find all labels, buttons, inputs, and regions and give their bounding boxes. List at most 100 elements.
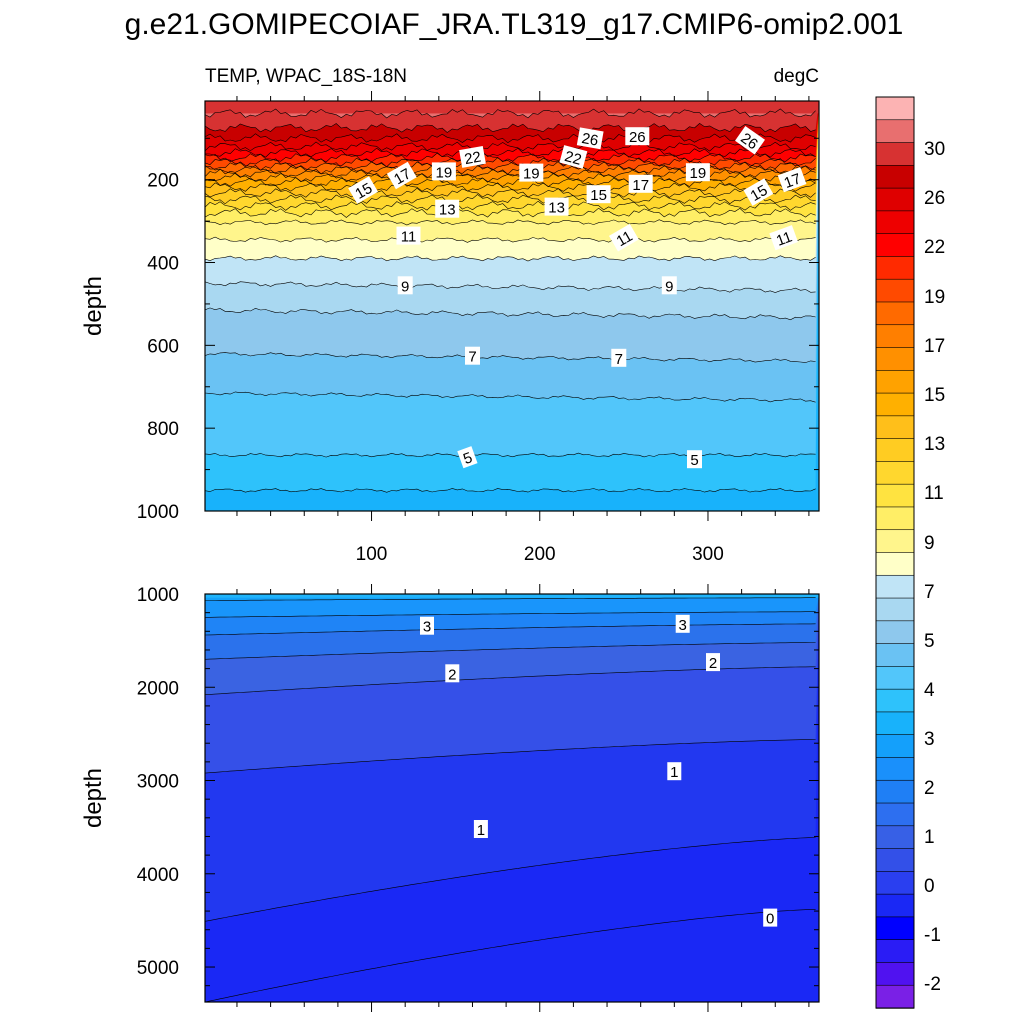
- upper-contour-label: 5: [687, 450, 702, 469]
- upper-ytick-label: 600: [147, 336, 179, 357]
- colorbar-swatch: [875, 233, 915, 258]
- colorbar: 30 26 22 19 17 15 13 11 9 7 5 4 3 2 1 0 -1 -2: [875, 96, 945, 1009]
- colorbar-swatch: [875, 96, 915, 121]
- colorbar-swatch: [875, 779, 915, 804]
- svg-text:26: 26: [629, 129, 646, 146]
- colorbar-swatch: [875, 757, 915, 781]
- colorbar-swatch: [875, 688, 915, 713]
- upper-ylabel: depth: [80, 276, 107, 336]
- colorbar-swatch: [875, 438, 915, 463]
- colorbar-label: 26: [924, 188, 945, 209]
- colorbar-label: 9: [924, 533, 935, 554]
- upper-contour-label: 26: [576, 127, 604, 150]
- upper-xtick-label: 100: [356, 544, 388, 565]
- svg-text:19: 19: [523, 166, 540, 183]
- colorbar-swatch: [875, 962, 915, 986]
- colorbar-label: -1: [924, 925, 941, 946]
- upper-contour-label: 19: [519, 163, 544, 183]
- colorbar-swatch: [875, 142, 915, 167]
- colorbar-swatch: [875, 620, 915, 645]
- upper-contour-line: [205, 177, 816, 188]
- upper-contour-line: [205, 187, 816, 198]
- upper-contour-line: [205, 219, 816, 226]
- colorbar-label: 30: [924, 139, 945, 160]
- lower-contour-label: 1: [667, 762, 682, 781]
- colorbar-label: 22: [924, 237, 945, 258]
- lower-ytick-label: 2000: [137, 678, 179, 699]
- svg-text:17: 17: [391, 165, 414, 188]
- colorbar-swatch: [875, 369, 915, 394]
- upper-contour-line: [205, 487, 816, 493]
- upper-contour-line: [205, 194, 816, 205]
- lower-contour-line: [205, 642, 816, 660]
- upper-contour-line: [205, 352, 816, 363]
- upper-contour-label: 17: [777, 167, 807, 193]
- upper-contour-line: [205, 236, 816, 243]
- svg-text:3: 3: [423, 619, 431, 636]
- svg-text:15: 15: [748, 182, 771, 205]
- upper-contour-line: [205, 281, 816, 293]
- colorbar-label: 13: [924, 434, 945, 455]
- colorbar-swatch: [875, 278, 915, 303]
- colorbar-swatch: [875, 415, 915, 440]
- lower-contour-label: 2: [706, 653, 720, 672]
- colorbar-swatch: [875, 574, 915, 599]
- svg-text:26: 26: [580, 130, 599, 150]
- upper-contour-line: [205, 161, 816, 171]
- upper-contour-line: [205, 172, 816, 183]
- lower-contour-line: [205, 597, 816, 601]
- lower-contour-label: 3: [675, 614, 690, 634]
- colorbar-swatch: [875, 984, 915, 1009]
- upper-contour-label: 13: [435, 199, 460, 219]
- colorbar-label: 2: [924, 778, 935, 799]
- upper-contour-line: [205, 152, 816, 163]
- colorbar-swatch: [875, 666, 915, 690]
- upper-contour-label: 26: [735, 126, 765, 155]
- colorbar-label: 5: [924, 631, 935, 652]
- colorbar-swatch: [875, 734, 915, 759]
- lower-contour-line: [205, 837, 816, 922]
- colorbar-swatch: [875, 939, 915, 964]
- colorbar-swatch: [875, 301, 915, 326]
- upper-contour-label: 19: [431, 162, 456, 181]
- upper-ytick-label: 1000: [137, 502, 179, 523]
- upper-contour-line: [205, 307, 816, 321]
- svg-text:11: 11: [774, 228, 794, 249]
- upper-contour-line: [205, 133, 816, 144]
- upper-xtick-label: 300: [692, 544, 724, 565]
- upper-contour-line: [205, 168, 816, 179]
- lower-contour-line: [205, 623, 816, 636]
- upper-ytick-label: 200: [147, 171, 179, 192]
- upper-contour-label: 22: [459, 145, 486, 168]
- upper-ytick-label: 800: [147, 419, 179, 440]
- svg-text:1: 1: [477, 822, 485, 839]
- upper-contour-label: 5: [457, 446, 478, 469]
- upper-contour-label: 22: [559, 145, 588, 169]
- svg-text:9: 9: [665, 278, 673, 295]
- lower-contour-label: 1: [473, 820, 488, 839]
- svg-text:13: 13: [548, 200, 565, 217]
- lower-ylabel: depth: [80, 768, 107, 828]
- upper-contour-label: 9: [397, 276, 413, 295]
- lower-contour-label: 0: [763, 908, 778, 928]
- upper-contour-line: [205, 255, 816, 262]
- lower-panel: 3 3 2 2 1 1 0 1000 2000 3000 4000 5000 depth: [80, 584, 820, 1012]
- colorbar-label: 0: [924, 876, 935, 897]
- colorbar-swatch: [875, 871, 915, 895]
- svg-text:13: 13: [439, 202, 456, 219]
- upper-contour-label: 9: [661, 276, 677, 295]
- svg-text:19: 19: [436, 164, 453, 181]
- colorbar-label: 4: [924, 680, 935, 701]
- lower-contour-line: [205, 909, 816, 1002]
- lower-contour-line: [205, 739, 816, 774]
- upper-contour-line: [205, 147, 816, 158]
- lower-contour-label: 3: [420, 616, 434, 636]
- svg-text:0: 0: [766, 911, 774, 928]
- figure-title: g.e21.GOMIPECOIAF_JRA.TL319_g17.CMIP6-om…: [125, 8, 904, 41]
- svg-text:9: 9: [401, 278, 409, 295]
- colorbar-swatch: [875, 711, 915, 736]
- colorbar-swatch: [875, 848, 915, 873]
- upper-xtick-label: 200: [524, 544, 556, 565]
- svg-text:7: 7: [615, 351, 623, 368]
